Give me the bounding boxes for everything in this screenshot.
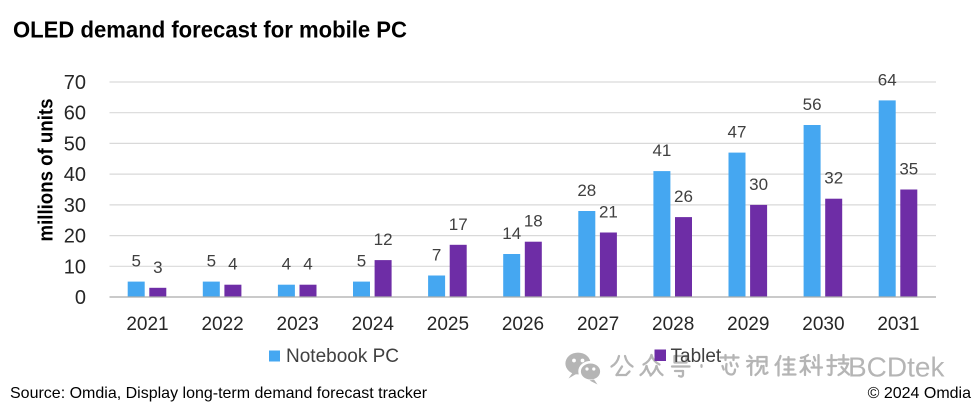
svg-text:2022: 2022 [201, 314, 243, 335]
svg-text:2031: 2031 [877, 314, 919, 335]
svg-text:0: 0 [75, 287, 86, 309]
svg-text:4: 4 [282, 255, 291, 274]
svg-text:30: 30 [749, 175, 768, 194]
svg-text:4: 4 [228, 255, 237, 274]
svg-text:2025: 2025 [427, 314, 469, 335]
svg-text:4: 4 [303, 255, 312, 274]
svg-text:26: 26 [674, 187, 693, 206]
svg-text:17: 17 [449, 215, 468, 234]
svg-text:2027: 2027 [577, 314, 619, 335]
svg-text:Notebook PC: Notebook PC [286, 346, 399, 367]
svg-text:18: 18 [524, 212, 543, 231]
svg-text:10: 10 [64, 256, 86, 278]
svg-text:28: 28 [577, 181, 596, 200]
svg-text:Tablet: Tablet [671, 346, 722, 367]
svg-text:2024: 2024 [352, 314, 395, 335]
svg-text:30: 30 [64, 195, 86, 217]
svg-text:20: 20 [64, 226, 86, 248]
svg-text:5: 5 [131, 252, 140, 271]
svg-text:70: 70 [64, 72, 86, 94]
svg-text:2029: 2029 [727, 314, 769, 335]
svg-text:5: 5 [357, 252, 366, 271]
svg-text:32: 32 [824, 169, 843, 188]
svg-text:40: 40 [64, 164, 86, 186]
svg-text:2030: 2030 [802, 314, 844, 335]
svg-text:© 2024 Omdia: © 2024 Omdia [868, 385, 972, 402]
svg-text:64: 64 [878, 70, 897, 89]
svg-text:21: 21 [599, 203, 618, 222]
svg-text:41: 41 [652, 141, 671, 160]
svg-text:50: 50 [64, 133, 86, 155]
svg-text:2028: 2028 [652, 314, 694, 335]
svg-text:Source: Omdia, Display long-te: Source: Omdia, Display long-term demand … [10, 385, 428, 402]
svg-text:47: 47 [728, 123, 747, 142]
svg-text:2026: 2026 [502, 314, 544, 335]
svg-text:OLED demand forecast for mobil: OLED demand forecast for mobile PC [13, 17, 407, 43]
svg-text:3: 3 [153, 258, 162, 277]
svg-text:35: 35 [899, 160, 918, 179]
svg-text:2021: 2021 [126, 314, 168, 335]
svg-text:56: 56 [803, 95, 822, 114]
svg-text:2023: 2023 [277, 314, 319, 335]
svg-text:60: 60 [64, 103, 86, 125]
svg-text:BCDtek: BCDtek [848, 352, 945, 383]
svg-text:12: 12 [374, 230, 393, 249]
svg-text:14: 14 [502, 224, 521, 243]
svg-text:7: 7 [432, 246, 441, 265]
svg-text:millions of units: millions of units [36, 99, 58, 242]
svg-text:5: 5 [207, 252, 216, 271]
